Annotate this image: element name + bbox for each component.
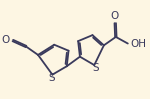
Text: O: O: [1, 35, 9, 45]
Text: S: S: [48, 73, 55, 83]
Text: O: O: [111, 11, 119, 21]
Text: OH: OH: [131, 39, 147, 49]
Text: S: S: [92, 63, 99, 73]
